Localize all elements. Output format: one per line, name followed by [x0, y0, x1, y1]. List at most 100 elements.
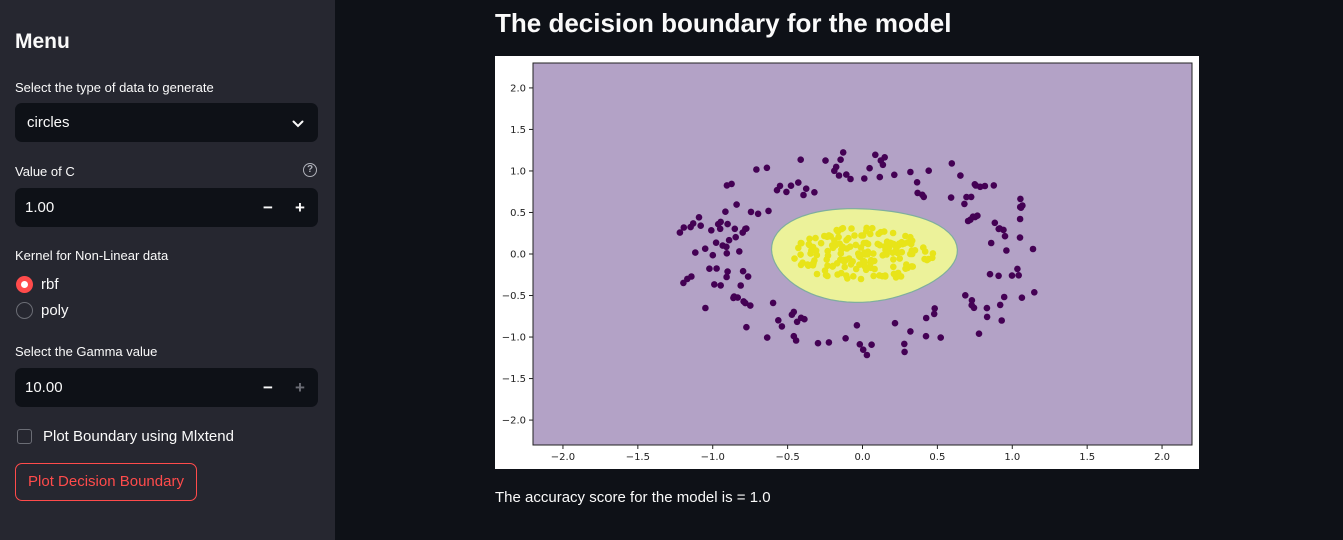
scatter-point-class-1	[856, 261, 863, 268]
scatter-point-class-1	[876, 272, 883, 279]
scatter-point-class-0	[843, 171, 850, 178]
scatter-point-class-0	[802, 185, 810, 192]
radio-rbf-label[interactable]: rbf	[41, 276, 59, 293]
scatter-point-class-0	[793, 318, 801, 326]
data-type-select[interactable]: circles	[15, 103, 318, 142]
scatter-point-class-0	[742, 225, 749, 233]
scatter-point-class-1	[880, 228, 888, 235]
scatter-point-class-0	[713, 265, 720, 272]
scatter-point-class-0	[975, 330, 983, 338]
scatter-point-class-0	[724, 268, 731, 275]
scatter-point-class-0	[868, 341, 875, 349]
scatter-point-class-0	[866, 164, 873, 172]
scatter-point-class-0	[925, 167, 932, 174]
scatter-point-class-0	[814, 339, 822, 347]
scatter-point-class-0	[931, 305, 938, 312]
sidebar: Menu Select the type of data to generate…	[0, 0, 335, 540]
scatter-point-class-0	[969, 213, 977, 220]
scatter-point-class-0	[740, 298, 747, 305]
scatter-point-class-1	[808, 247, 815, 254]
scatter-point-class-0	[800, 191, 807, 199]
gamma-decrement-button[interactable]: −	[263, 378, 273, 397]
scatter-point-class-1	[867, 256, 875, 264]
scatter-point-class-0	[788, 311, 796, 318]
scatter-point-class-0	[706, 265, 713, 272]
scatter-point-class-0	[725, 236, 733, 244]
scatter-point-class-0	[1000, 293, 1008, 301]
scatter-point-class-0	[692, 249, 699, 256]
scatter-point-class-1	[799, 259, 806, 266]
scatter-point-class-1	[813, 270, 821, 278]
scatter-point-class-0	[832, 163, 840, 171]
scatter-point-class-0	[747, 208, 755, 216]
y-tick-label: 1.5	[510, 125, 526, 136]
scatter-point-class-1	[795, 244, 802, 252]
scatter-point-class-1	[869, 224, 876, 232]
scatter-point-class-0	[922, 314, 930, 322]
scatter-point-class-0	[879, 161, 887, 169]
radio-poly[interactable]	[16, 302, 33, 319]
scatter-point-class-0	[930, 310, 938, 318]
data-type-value: circles	[27, 114, 70, 131]
scatter-point-class-1	[879, 252, 886, 259]
scatter-point-class-1	[929, 254, 936, 262]
y-tick-label: −1.0	[502, 333, 526, 344]
scatter-point-class-1	[804, 261, 811, 268]
scatter-point-class-0	[835, 172, 843, 179]
scatter-point-class-0	[731, 225, 739, 233]
scatter-point-class-0	[744, 273, 752, 280]
scatter-point-class-1	[848, 225, 855, 232]
scatter-point-class-0	[901, 348, 908, 356]
scatter-point-class-1	[890, 263, 897, 271]
scatter-point-class-1	[864, 251, 871, 258]
c-increment-button[interactable]: +	[295, 198, 305, 217]
scatter-point-class-1	[806, 235, 813, 243]
scatter-point-class-1	[857, 244, 865, 251]
scatter-point-class-0	[822, 157, 829, 164]
scatter-point-class-1	[823, 256, 830, 263]
scatter-point-class-1	[890, 256, 897, 263]
gamma-number-input[interactable]: 10.00 − +	[15, 368, 318, 407]
scatter-point-class-1	[864, 240, 872, 248]
radio-poly-label[interactable]: poly	[41, 302, 69, 319]
scatter-point-class-0	[702, 304, 709, 312]
scatter-point-class-0	[998, 317, 1005, 324]
x-tick-label: 0.0	[855, 452, 871, 463]
gamma-label: Select the Gamma value	[15, 344, 158, 359]
scatter-point-class-0	[723, 273, 730, 281]
help-icon[interactable]: ?	[303, 163, 317, 177]
scatter-point-class-0	[872, 151, 879, 159]
accuracy-text: The accuracy score for the model is = 1.…	[495, 489, 771, 506]
scatter-point-class-0	[747, 302, 754, 309]
c-decrement-button[interactable]: −	[263, 198, 273, 217]
scatter-point-class-1	[909, 263, 916, 270]
y-tick-label: 2.0	[510, 83, 526, 94]
gamma-increment-button[interactable]: +	[295, 378, 305, 397]
scatter-point-class-0	[739, 267, 747, 275]
c-number-input[interactable]: 1.00 − +	[15, 188, 318, 227]
scatter-point-class-0	[986, 270, 994, 278]
scatter-point-class-1	[843, 236, 850, 244]
scatter-point-class-0	[792, 337, 800, 344]
scatter-point-class-1	[797, 251, 804, 258]
scatter-point-class-0	[801, 315, 808, 323]
scatter-point-class-1	[850, 273, 857, 280]
scatter-point-class-0	[787, 182, 795, 189]
y-tick-label: 0.5	[510, 208, 526, 219]
mlxtend-checkbox-label[interactable]: Plot Boundary using Mlxtend	[43, 428, 234, 445]
scatter-point-class-0	[913, 179, 921, 186]
scatter-point-class-1	[823, 233, 831, 241]
scatter-point-class-1	[874, 240, 881, 248]
radio-rbf[interactable]	[16, 276, 33, 293]
scatter-point-class-0	[963, 193, 970, 201]
scatter-point-class-0	[797, 156, 804, 163]
scatter-point-class-1	[908, 237, 916, 244]
scatter-point-class-1	[836, 240, 843, 247]
mlxtend-checkbox[interactable]	[17, 429, 32, 444]
x-tick-label: −2.0	[551, 452, 575, 463]
plot-decision-boundary-button[interactable]: Plot Decision Boundary	[15, 463, 197, 501]
scatter-point-class-1	[805, 241, 813, 248]
scatter-point-class-0	[811, 189, 818, 196]
scatter-point-class-0	[697, 222, 704, 229]
scatter-point-class-1	[870, 250, 877, 257]
